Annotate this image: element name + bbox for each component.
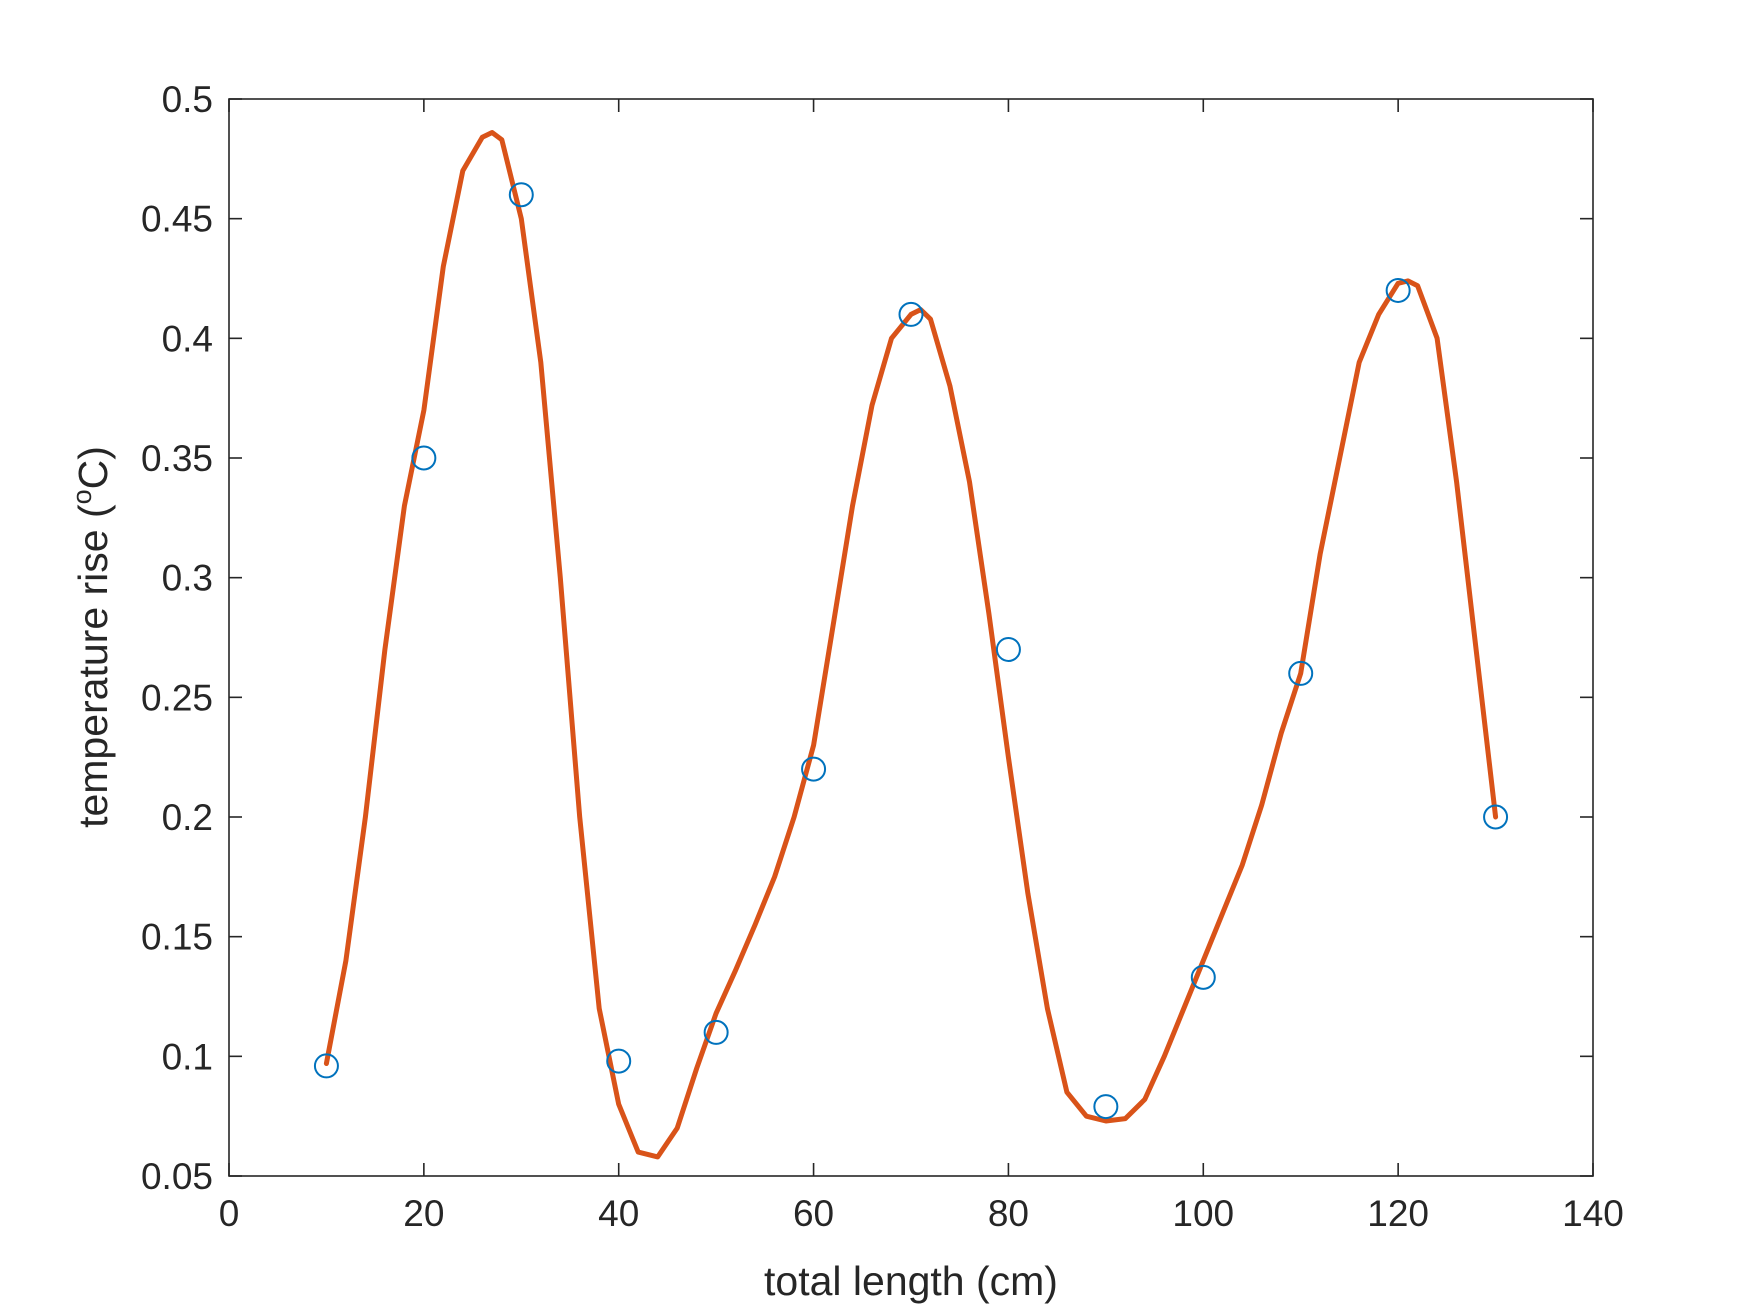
y-tick-label: 0.5	[162, 79, 213, 120]
x-axis-ticks: 0 20 40 60 80 100 120 140	[219, 99, 1624, 1234]
x-tick-label: 140	[1562, 1193, 1624, 1234]
data-point	[606, 1048, 632, 1074]
y-tick-label: 0.05	[141, 1156, 213, 1197]
x-tick-label: 0	[219, 1193, 240, 1234]
x-tick-label: 120	[1367, 1193, 1429, 1234]
x-tick-label: 80	[988, 1193, 1029, 1234]
y-tick-label: 0.3	[162, 558, 213, 599]
data-point	[703, 1019, 729, 1045]
data-point	[1190, 964, 1216, 990]
y-tick-label: 0.15	[141, 917, 213, 958]
y-tick-label: 0.25	[141, 677, 213, 718]
y-axis-ticks: 0.05 0.1 0.15 0.2 0.25 0.3 0.35 0.4 0.45 0.5	[141, 79, 1593, 1197]
x-tick-label: 60	[793, 1193, 834, 1234]
data-point	[995, 636, 1021, 662]
y-tick-label: 0.2	[162, 797, 213, 838]
data-markers	[313, 182, 1509, 1120]
data-point	[1093, 1094, 1119, 1120]
data-point	[1483, 804, 1509, 830]
axes-box	[228, 98, 1594, 1177]
data-point	[801, 756, 827, 782]
data-point	[508, 182, 534, 208]
y-tick-label: 0.45	[141, 199, 213, 240]
data-point	[411, 445, 437, 471]
y-tick-label: 0.4	[162, 318, 213, 359]
x-tick-label: 20	[403, 1193, 444, 1234]
plot-area	[229, 99, 1593, 1176]
y-tick-label: 0.1	[162, 1036, 213, 1077]
y-axis-label-unit: C)	[70, 446, 116, 489]
data-point	[313, 1053, 339, 1079]
x-axis-label: total length (cm)	[764, 1258, 1058, 1304]
y-axis-label: temperature rise (oC)	[67, 446, 116, 828]
x-tick-label: 100	[1172, 1193, 1234, 1234]
fit-curve-layer	[323, 130, 1499, 1160]
y-axis-label-main: temperature rise (	[70, 504, 116, 828]
data-point	[898, 301, 924, 327]
y-axis-label-superscript: o	[67, 489, 97, 504]
data-point	[1288, 660, 1314, 686]
data-point	[1385, 277, 1411, 303]
y-tick-label: 0.35	[141, 438, 213, 479]
fit-curve-line	[323, 130, 1499, 1160]
x-tick-label: 40	[598, 1193, 639, 1234]
